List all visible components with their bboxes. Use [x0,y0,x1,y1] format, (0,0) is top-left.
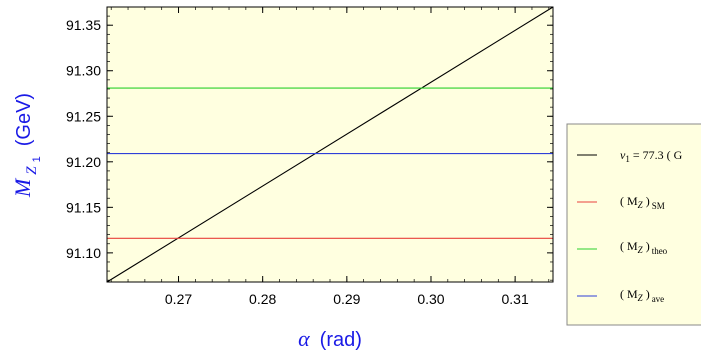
legend-entry-theo: ( MZ ) theo [620,239,668,256]
x-tick-label: 0.28 [249,291,276,307]
y-tick-labels: 91.10 91.15 91.20 91.25 91.30 91.35 [66,17,101,261]
y-axis-symbol: M [10,177,35,198]
legend: v1 = 77.3 ( G ( MZ ) SM ( MZ ) theo ( MZ )… [566,123,701,326]
plot-frame [106,6,554,283]
y-tick-label: 91.35 [66,17,101,33]
y-axis-sub: Z [24,166,40,175]
legend-entry-sm: ( MZ ) SM [620,194,665,211]
series-line-v1 [106,6,554,283]
y-tick-label: 91.30 [66,63,101,79]
x-tick-label: 0.30 [417,291,444,307]
x-tick-labels: 0.27 0.28 0.29 0.30 0.31 [165,291,529,307]
x-tick-label: 0.27 [165,291,192,307]
y-tick-label: 91.25 [66,108,101,124]
legend-frame [566,123,701,326]
y-tick-label: 91.15 [66,199,101,215]
y-axis-title: M Z 1 (GeV) [10,93,44,198]
series-lines [106,6,554,283]
y-axis-unit: (GeV) [13,93,35,146]
x-axis-title: α (rad) [298,326,362,351]
x-tick-label: 0.31 [502,291,529,307]
x-tick-label: 0.29 [333,291,360,307]
x-axis-unit: (rad) [320,329,362,351]
x-axis-symbol: α [298,326,310,351]
y-tick-label: 91.20 [66,154,101,170]
y-tick-label: 91.10 [66,245,101,261]
legend-entry-v1: v1 = 77.3 ( G [620,148,683,164]
legend-entry-ave: ( MZ ) ave [620,287,664,304]
y-axis-subsub: 1 [31,156,43,162]
